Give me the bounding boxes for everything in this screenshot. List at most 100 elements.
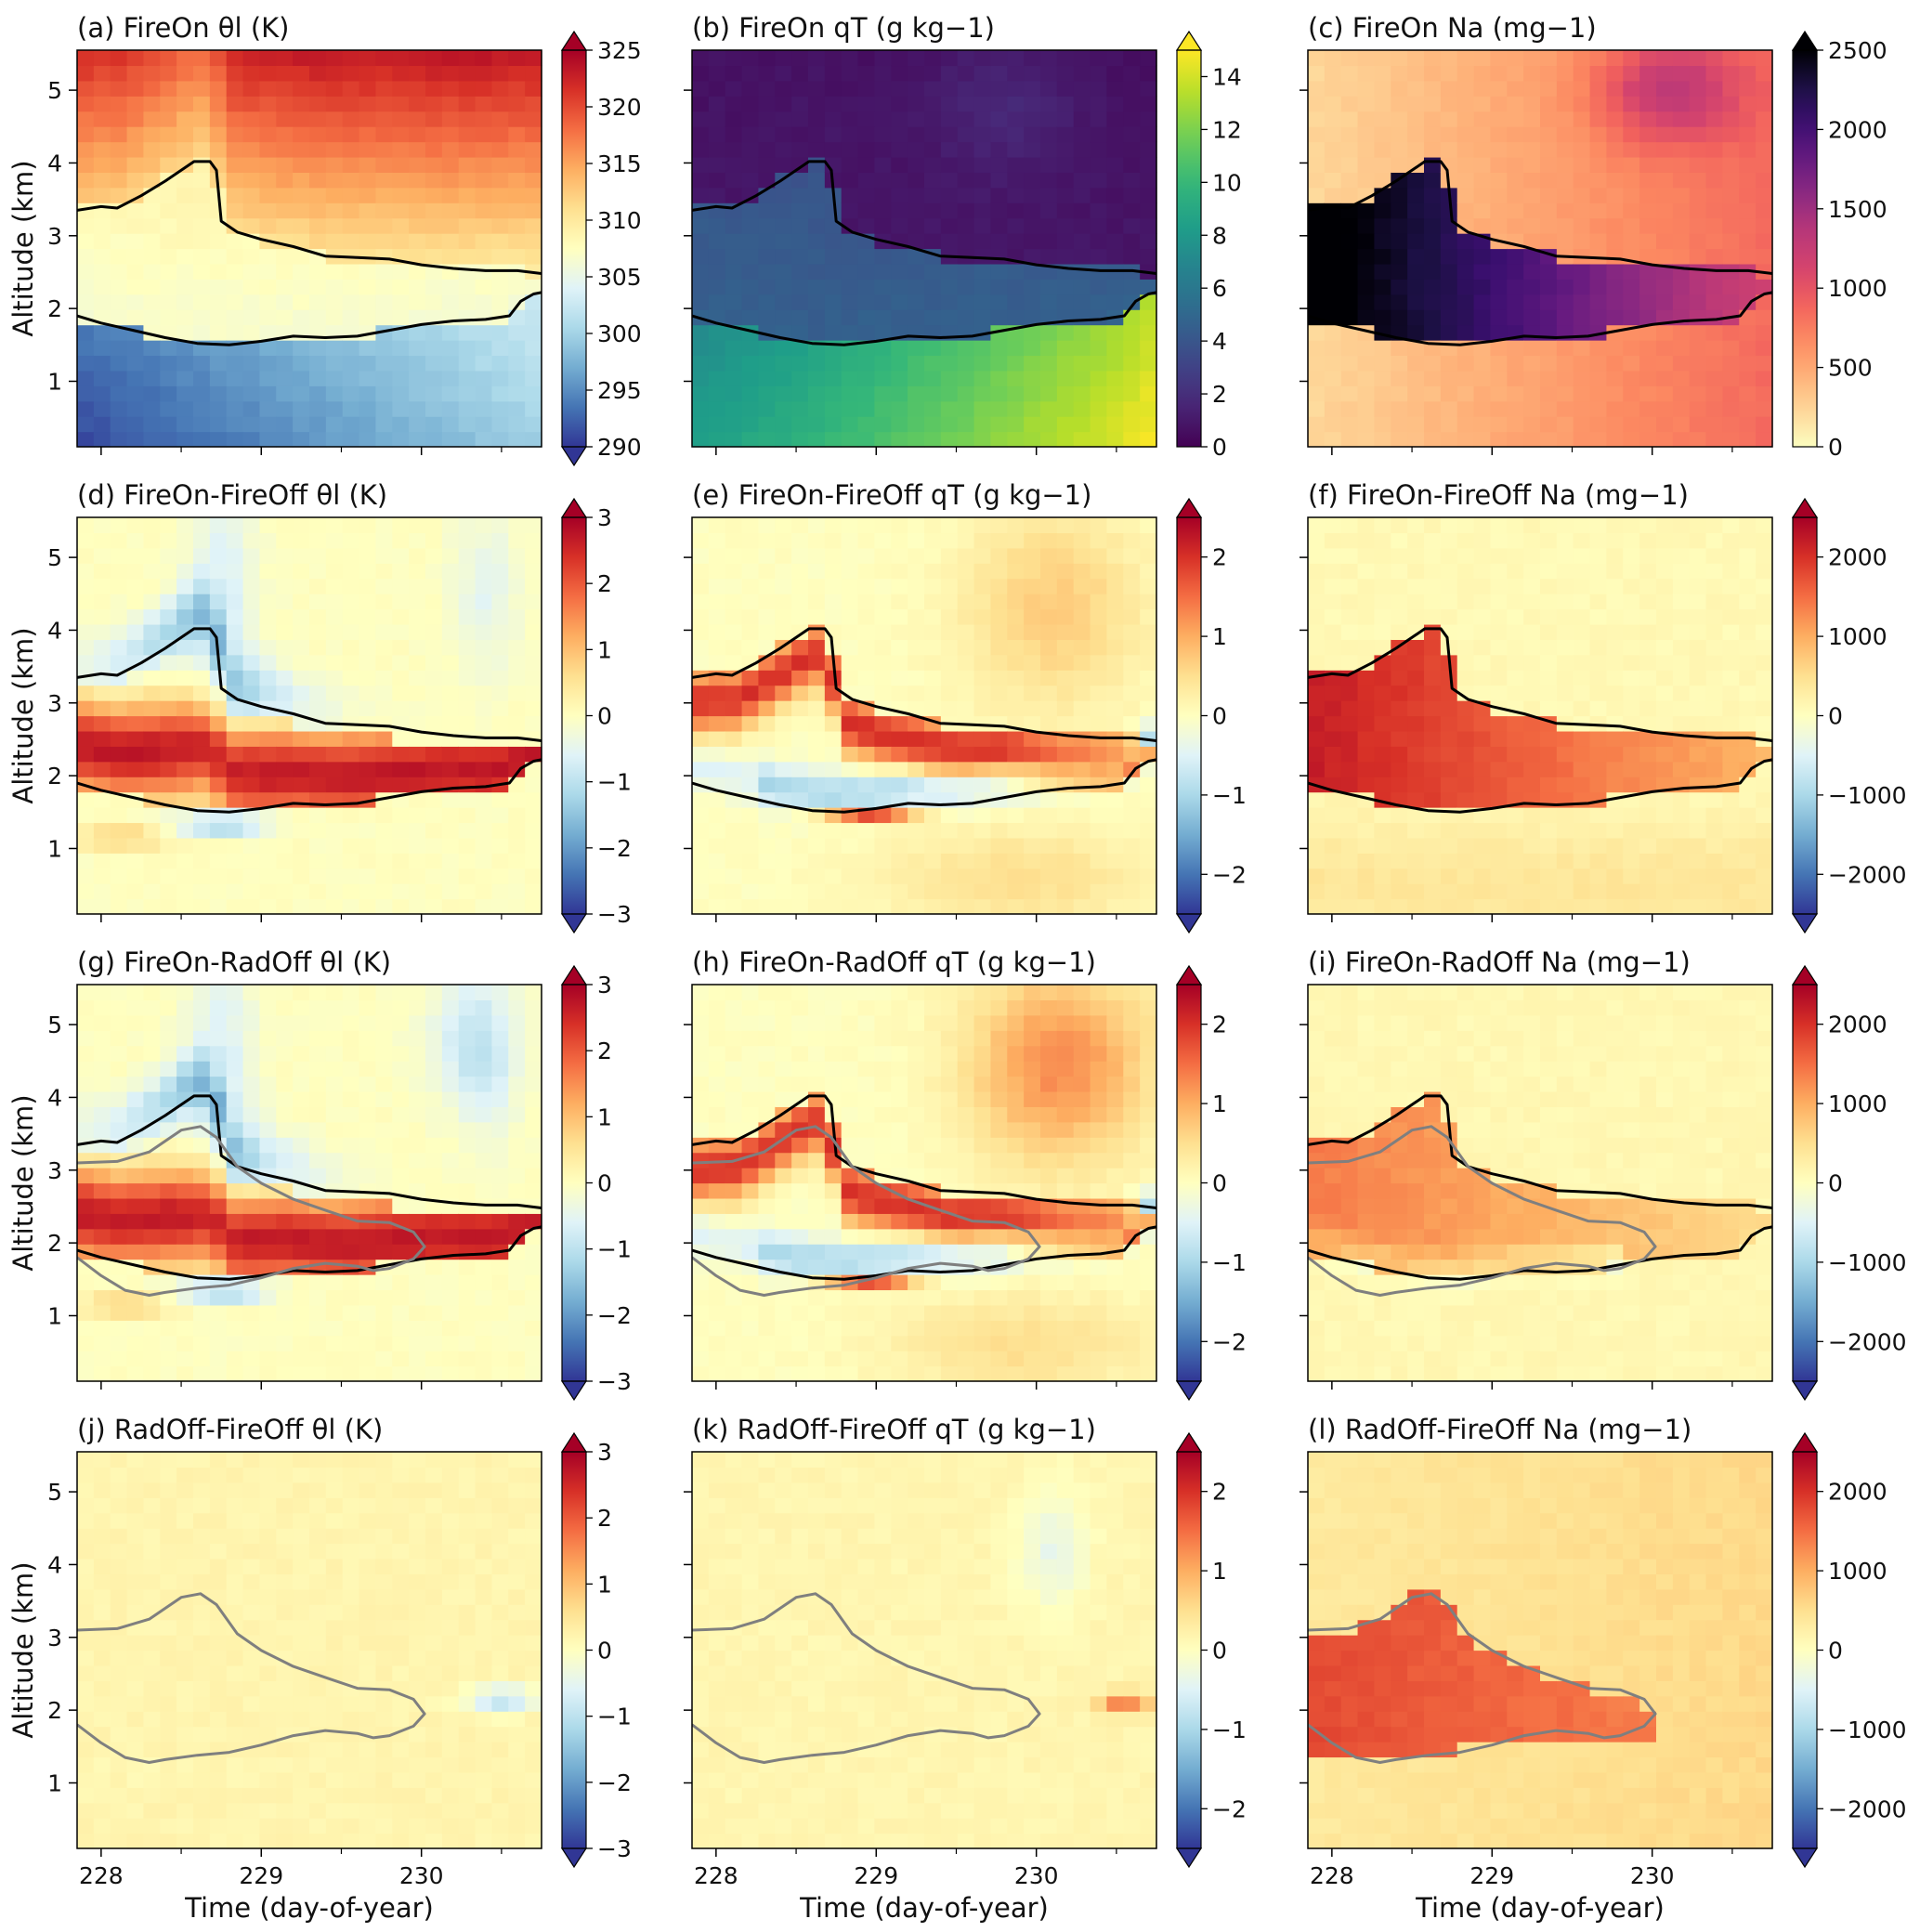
- heatmap-cell: [77, 730, 95, 747]
- heatmap-cell: [1324, 746, 1342, 763]
- heatmap-cell: [1056, 853, 1075, 869]
- heatmap-cell: [1672, 654, 1691, 671]
- heatmap-cell: [226, 700, 244, 717]
- heatmap-cell: [692, 416, 710, 433]
- heatmap-cell: [143, 547, 161, 564]
- heatmap-cell: [708, 563, 726, 580]
- heatmap-cell: [1656, 563, 1674, 580]
- heatmap-cell: [924, 263, 942, 280]
- heatmap-cell: [725, 868, 743, 884]
- heatmap-cell: [1656, 340, 1674, 357]
- heatmap-cell: [259, 279, 277, 295]
- heatmap-cell: [93, 563, 111, 580]
- heatmap-cell: [1374, 65, 1391, 82]
- heatmap-cell: [176, 807, 194, 824]
- heatmap-cell: [1739, 50, 1757, 67]
- heatmap-cell: [126, 1228, 145, 1245]
- heatmap-cell: [758, 700, 776, 717]
- heatmap-cell: [525, 746, 542, 763]
- contours: [1308, 160, 1772, 346]
- heatmap-cell: [1440, 400, 1458, 417]
- heatmap-cell: [242, 141, 261, 158]
- axes-frame: [1307, 49, 1773, 448]
- heatmap-cell: [1739, 791, 1757, 808]
- heatmap-cell: [940, 263, 959, 280]
- heatmap-cell: [1024, 141, 1041, 158]
- heatmap-cell: [525, 233, 542, 250]
- heatmap-cell: [708, 608, 726, 625]
- heatmap-cell: [1024, 263, 1041, 280]
- heatmap-cell: [1308, 50, 1326, 67]
- heatmap-cell: [791, 340, 809, 357]
- heatmap-cell: [1672, 670, 1691, 686]
- heatmap-cell: [1756, 791, 1773, 808]
- heatmap-cell: [226, 111, 244, 127]
- heatmap-cell: [309, 700, 327, 717]
- heatmap-cell: [508, 217, 526, 234]
- heatmap-cell: [110, 217, 128, 234]
- heatmap-cell: [940, 547, 959, 564]
- heatmap-cell: [392, 279, 410, 295]
- heatmap-cell: [857, 385, 876, 402]
- heatmap-cell: [908, 355, 925, 372]
- heatmap-cell: [110, 156, 128, 173]
- heatmap-cell: [808, 654, 826, 671]
- heatmap-cell: [957, 822, 975, 839]
- heatmap-cell: [209, 294, 228, 310]
- heatmap-cell: [1308, 187, 1326, 203]
- heatmap-cell: [425, 400, 443, 417]
- heatmap-cell: [259, 187, 277, 203]
- colorbar-frame: [1176, 49, 1202, 448]
- heatmap-cell: [409, 141, 426, 158]
- heatmap-cell: [209, 324, 228, 341]
- heatmap-cell: [1424, 324, 1442, 341]
- heatmap-cell: [1391, 837, 1408, 854]
- heatmap-cell: [176, 431, 194, 448]
- heatmap-cell: [409, 96, 426, 112]
- heatmap-cell: [425, 623, 443, 640]
- heatmap-cell: [1639, 324, 1657, 341]
- heatmap-cell: [1507, 217, 1524, 234]
- heatmap-cell: [1573, 639, 1591, 656]
- heatmap-cell: [1739, 594, 1757, 610]
- heatmap-cell: [293, 340, 310, 357]
- heatmap-cell: [940, 594, 959, 610]
- heatmap-cell: [126, 837, 145, 854]
- heatmap-cell: [276, 639, 294, 656]
- heatmap-cell: [475, 309, 493, 326]
- cloud-top-fireon-contour: [692, 627, 1156, 742]
- heatmap-cell: [1073, 324, 1091, 341]
- heatmap-cell: [209, 400, 228, 417]
- heatmap-cell: [1623, 233, 1640, 250]
- heatmap-cell: [392, 761, 410, 777]
- heatmap-cell: [1623, 898, 1640, 915]
- heatmap-cell: [176, 563, 194, 580]
- cloud-top-fireon-contour: [692, 160, 1156, 275]
- heatmap-cell: [342, 746, 360, 763]
- heatmap-cell: [425, 868, 443, 884]
- heatmap-cell: [1556, 416, 1574, 433]
- heatmap-cell: [475, 279, 493, 295]
- heatmap-cell: [924, 50, 942, 67]
- heatmap-cell: [1756, 111, 1773, 127]
- heatmap-cell: [392, 700, 410, 717]
- heatmap-cell: [425, 837, 443, 854]
- heatmap-cell: [990, 50, 1008, 67]
- heatmap-cell: [276, 279, 294, 295]
- heatmap-cell: [1073, 898, 1091, 915]
- heatmap-cell: [209, 985, 228, 1001]
- heatmap-cell: [1374, 853, 1391, 869]
- heatmap-cell: [1440, 233, 1458, 250]
- heatmap-cell: [1507, 248, 1524, 265]
- heatmap-cell: [1672, 172, 1691, 189]
- heatmap-cell: [276, 370, 294, 386]
- heatmap-cell: [193, 563, 211, 580]
- heatmap-cell: [1540, 563, 1558, 580]
- heatmap-cell: [990, 777, 1008, 793]
- heatmap-cell: [143, 111, 161, 127]
- heatmap-cell: [973, 400, 992, 417]
- heatmap-cell: [458, 400, 477, 417]
- heatmap-cell: [226, 1228, 244, 1245]
- heatmap-cell: [692, 96, 710, 112]
- heatmap-cell: [193, 746, 211, 763]
